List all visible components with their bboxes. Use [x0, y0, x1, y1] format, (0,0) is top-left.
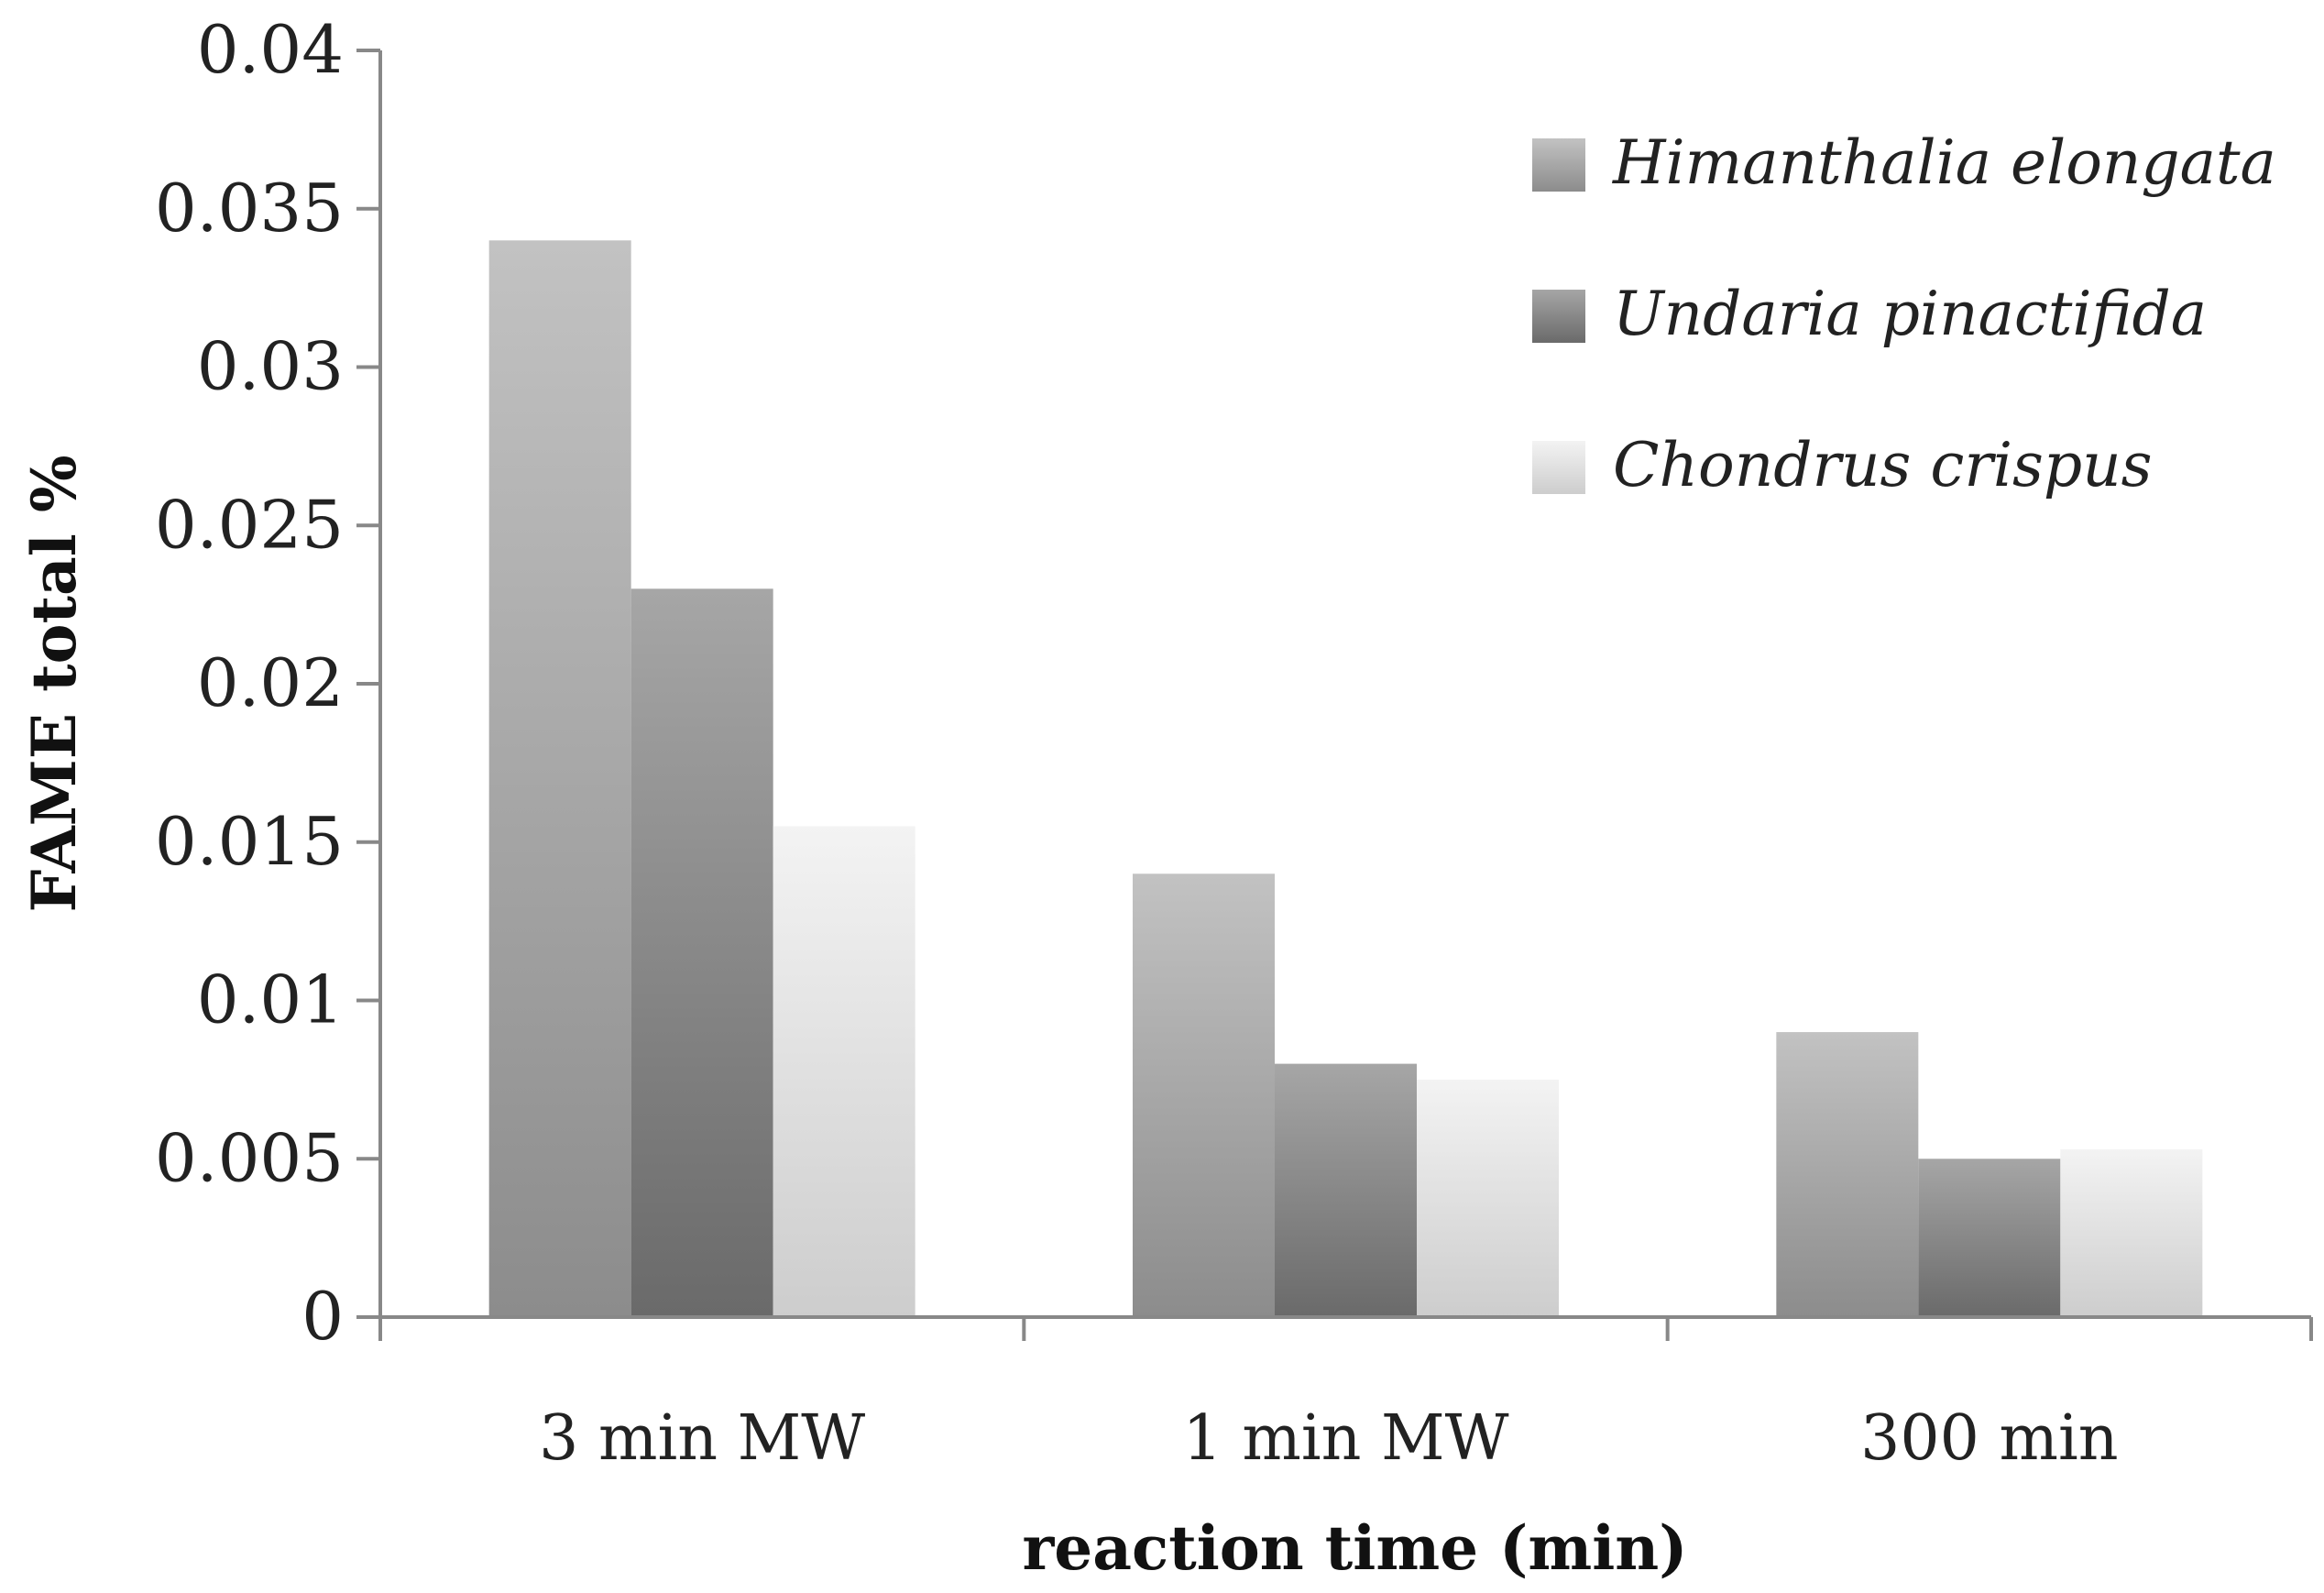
- y-tick-label: 0.015: [155, 803, 344, 880]
- y-tick-label: 0.04: [197, 11, 344, 88]
- bar-chondrus-crispus-3: [2060, 1148, 2203, 1317]
- y-axis-title: FAME total %: [18, 455, 90, 912]
- x-axis-title: reaction time (min): [1023, 1512, 1688, 1584]
- y-axis-ticks: 0 0.005 0.01 0.015 0.02 0.025 0.03 0.035 0.04: [155, 11, 380, 1355]
- legend-label: Chondrus crispus: [1613, 430, 2153, 500]
- y-tick-label: 0: [301, 1278, 344, 1355]
- y-tick-label: 0.035: [155, 170, 344, 247]
- y-tick-label: 0.01: [197, 961, 344, 1038]
- x-category-label: 3 min MW: [539, 1402, 865, 1475]
- legend-label: Undaria pinactifida: [1613, 279, 2207, 349]
- x-category-label: 1 min MW: [1182, 1402, 1508, 1475]
- x-axis-ticks: [378, 1317, 2313, 1341]
- bar-undaria-pinactifida-1: [630, 588, 773, 1317]
- bar-undaria-pinactifida-2: [1275, 1063, 1417, 1317]
- bar-undaria-pinactifida-3: [1918, 1159, 2061, 1317]
- y-tick-label: 0.005: [155, 1119, 344, 1196]
- x-axis-category-labels: 3 min MW 1 min MW 300 min: [539, 1402, 2118, 1475]
- bar-chondrus-crispus-1: [773, 826, 915, 1317]
- legend: Himanthalia elongata Undaria pinactifida C…: [1532, 127, 2276, 500]
- legend-label: Himanthalia elongata: [1612, 127, 2276, 198]
- bars-group: [488, 240, 2203, 1317]
- bar-himanthalia-elongata-1: [488, 240, 631, 1317]
- legend-swatch: [1532, 138, 1585, 192]
- bar-chondrus-crispus-2: [1417, 1079, 1559, 1317]
- legend-swatch: [1532, 441, 1585, 494]
- legend-swatch: [1532, 290, 1585, 343]
- x-category-label: 300 min: [1860, 1402, 2118, 1475]
- bar-himanthalia-elongata-2: [1133, 873, 1275, 1317]
- y-tick-label: 0.03: [197, 328, 344, 405]
- bar-himanthalia-elongata-3: [1776, 1032, 1919, 1317]
- y-tick-label: 0.025: [155, 486, 344, 563]
- y-tick-label: 0.02: [197, 644, 344, 721]
